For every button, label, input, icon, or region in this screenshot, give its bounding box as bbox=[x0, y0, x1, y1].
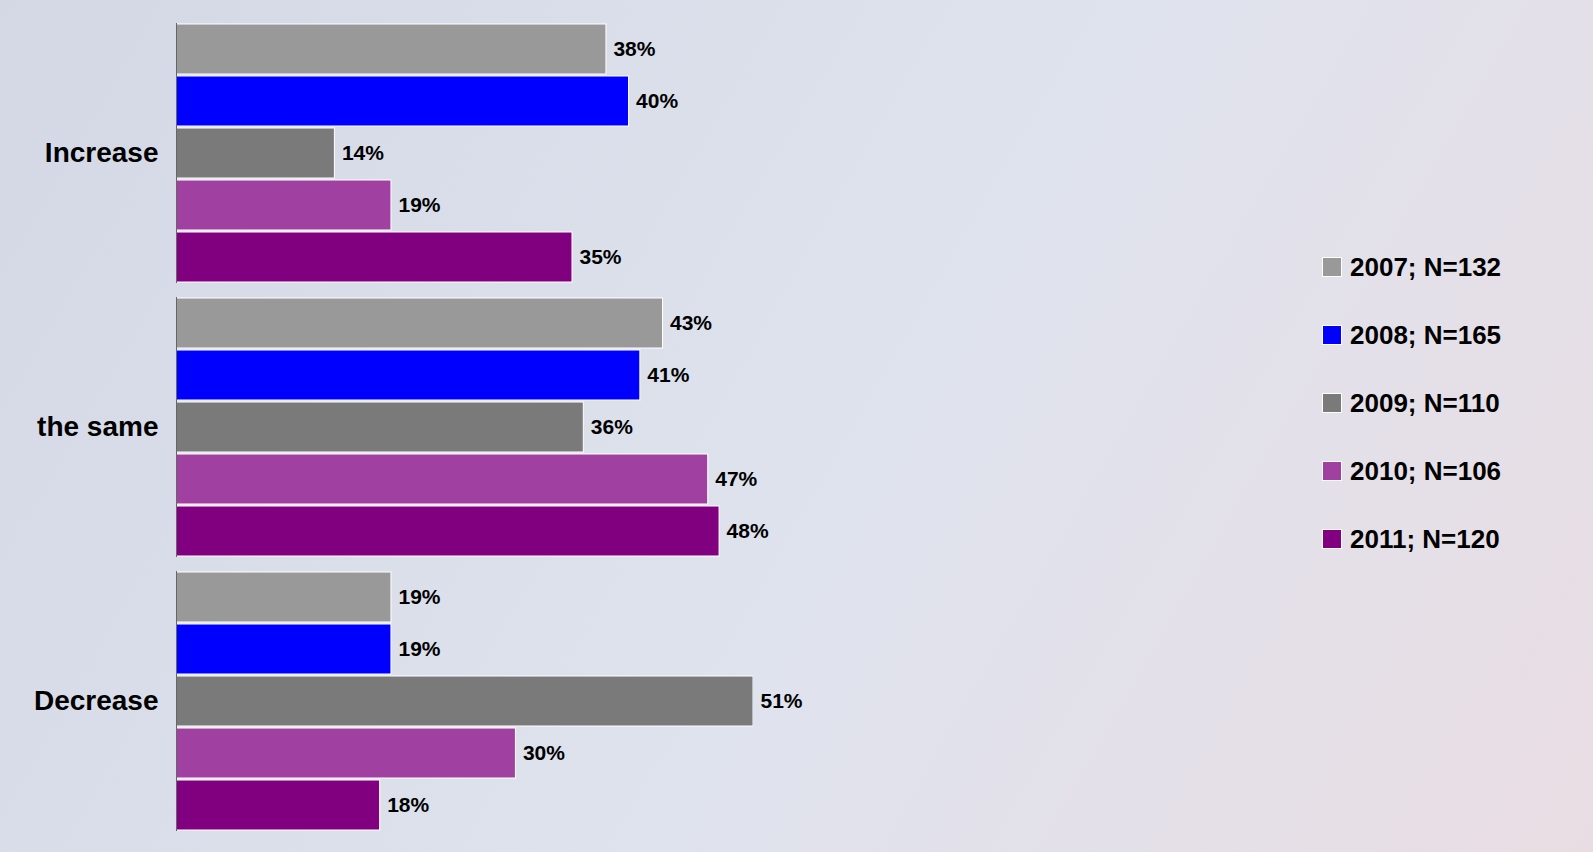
svg-text:Increase: Increase bbox=[45, 137, 159, 168]
svg-text:47%: 47% bbox=[715, 467, 757, 490]
svg-text:40%: 40% bbox=[636, 89, 678, 112]
svg-text:48%: 48% bbox=[727, 519, 769, 542]
svg-text:43%: 43% bbox=[670, 311, 712, 334]
svg-text:41%: 41% bbox=[647, 363, 689, 386]
svg-text:19%: 19% bbox=[398, 637, 440, 660]
svg-text:18%: 18% bbox=[387, 793, 429, 816]
html-text:2010; N=106: 2010; N=106 bbox=[1350, 455, 1502, 486]
svg-text:36%: 36% bbox=[591, 415, 633, 438]
svg-text:51%: 51% bbox=[761, 689, 803, 712]
svg-text:30%: 30% bbox=[523, 741, 565, 764]
html-text:2009; N=110: 2009; N=110 bbox=[1350, 387, 1500, 418]
html-text:2008; N=165: 2008; N=165 bbox=[1350, 319, 1502, 350]
svg-text:the same: the same bbox=[37, 411, 158, 442]
svg-text:38%: 38% bbox=[613, 37, 655, 60]
html-text:2007; N=132: 2007; N=132 bbox=[1350, 251, 1502, 282]
svg-text:14%: 14% bbox=[342, 141, 384, 164]
svg-text:Decrease: Decrease bbox=[34, 685, 159, 716]
html-text:2011; N=120: 2011; N=120 bbox=[1350, 523, 1500, 554]
svg-text:19%: 19% bbox=[398, 585, 440, 608]
svg-text:35%: 35% bbox=[579, 245, 621, 268]
svg-text:19%: 19% bbox=[398, 193, 440, 216]
